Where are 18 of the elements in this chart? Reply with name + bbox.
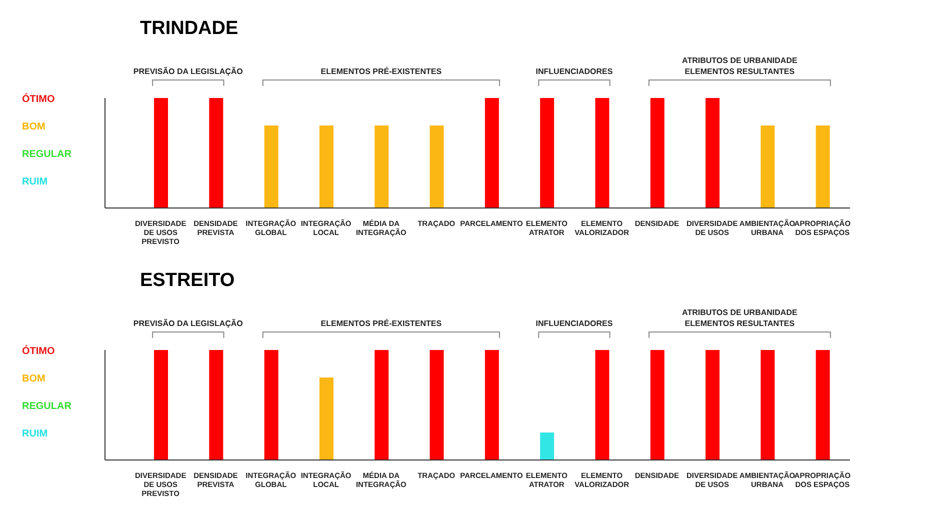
text: REGULAR [22, 149, 72, 160]
text: ELEMENTOS PRÉ-EXISTENTES [320, 66, 442, 76]
text: RUIM [22, 428, 48, 440]
text: ATRIBUTOS DE URBANIDADE ELEMENTOS RESULTANTES [682, 56, 798, 76]
chart-title: TRINDADE [140, 18, 238, 40]
text: PREVISÃO DA LEGISLAÇÃO [133, 318, 243, 328]
text: BOM [22, 374, 46, 384]
text: INFLUENCIADORES [536, 67, 614, 76]
text: ÓTIMO [22, 93, 55, 105]
text: BOM [22, 122, 46, 132]
chart-title: ESTREITO [140, 270, 235, 292]
text: ÓTIMO [22, 345, 55, 357]
text: RUIM [22, 176, 48, 188]
text: REGULAR [22, 401, 72, 412]
text: PREVISÃO DA LEGISLAÇÃO [133, 66, 243, 76]
text: ELEMENTOS PRÉ-EXISTENTES [320, 318, 442, 328]
text: INFLUENCIADORES [536, 319, 614, 328]
text: ATRIBUTOS DE URBANIDADE ELEMENTOS RESULTANTES [682, 308, 798, 328]
